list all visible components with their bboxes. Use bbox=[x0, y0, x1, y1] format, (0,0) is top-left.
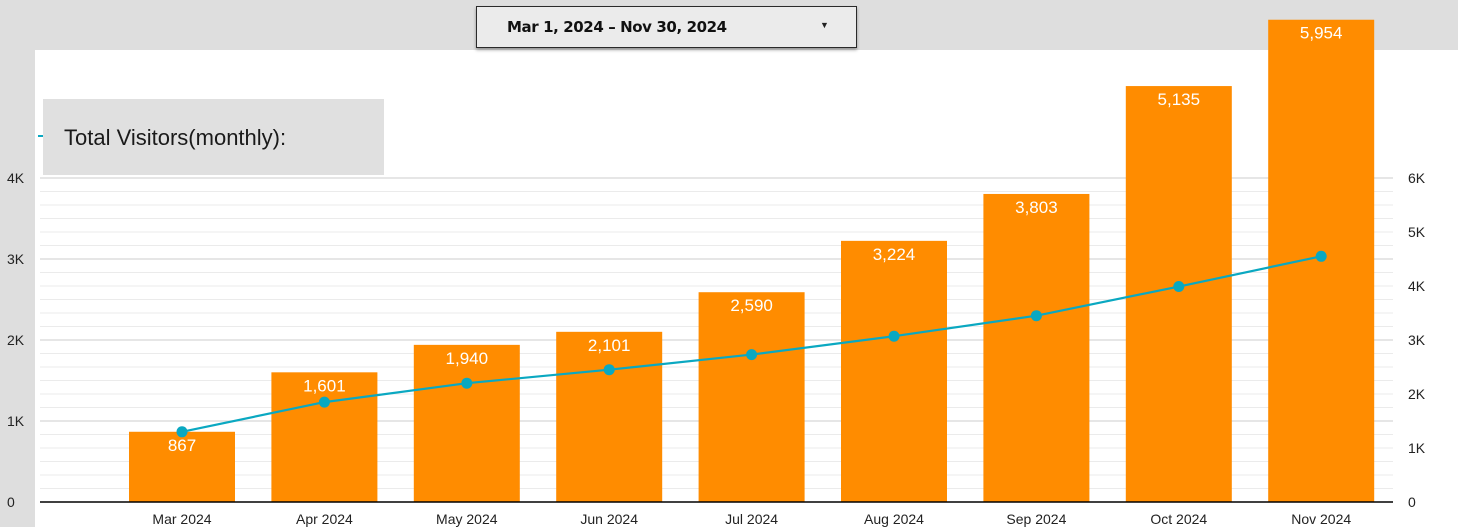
right-axis-tick-label: 4K bbox=[1408, 278, 1426, 294]
trend-point bbox=[603, 364, 615, 376]
right-axis-tick-label: 1K bbox=[1408, 440, 1426, 456]
chart-title: Total Visitors(monthly): bbox=[64, 125, 287, 150]
trend-point bbox=[1315, 250, 1327, 262]
right-axis-tick-label: 2K bbox=[1408, 386, 1426, 402]
x-axis-tick-label: May 2024 bbox=[436, 511, 498, 527]
right-axis-tick-label: 3K bbox=[1408, 332, 1426, 348]
bar bbox=[841, 240, 947, 502]
trend-point bbox=[888, 330, 900, 342]
left-axis-tick-label: 0 bbox=[7, 494, 15, 510]
bar-data-label: 1,601 bbox=[303, 376, 346, 395]
left-axis-tick-label: 4K bbox=[7, 170, 25, 186]
x-axis-tick-label: Oct 2024 bbox=[1150, 511, 1207, 527]
chart-title-box: Total Visitors(monthly): bbox=[43, 99, 384, 175]
left-axis-tick-label: 2K bbox=[7, 332, 25, 348]
bar-data-label: 1,940 bbox=[446, 349, 489, 368]
x-axis-tick-label: Nov 2024 bbox=[1291, 511, 1351, 527]
bar-data-label: 3,224 bbox=[873, 245, 916, 264]
trend-point bbox=[1173, 281, 1185, 293]
right-axis-tick-label: 0 bbox=[1408, 494, 1416, 510]
x-axis-tick-label: Sep 2024 bbox=[1006, 511, 1066, 527]
bar bbox=[983, 193, 1090, 502]
dropdown-caret-icon: ▼ bbox=[820, 20, 829, 30]
left-axis-tick-label: 3K bbox=[7, 251, 25, 267]
date-range-picker[interactable]: Mar 1, 2024 – Nov 30, 2024 ▼ bbox=[476, 6, 857, 48]
date-range-label: Mar 1, 2024 – Nov 30, 2024 bbox=[507, 18, 727, 36]
trend-point bbox=[746, 349, 758, 361]
trend-point bbox=[461, 377, 473, 389]
bar-data-label: 3,803 bbox=[1015, 198, 1058, 217]
trend-point bbox=[176, 426, 188, 438]
bar bbox=[413, 344, 520, 502]
x-axis-tick-label: Aug 2024 bbox=[864, 511, 924, 527]
x-axis-tick-label: Apr 2024 bbox=[296, 511, 353, 527]
x-axis-tick-label: Jul 2024 bbox=[725, 511, 778, 527]
bar bbox=[556, 331, 663, 502]
trend-point bbox=[318, 396, 330, 408]
bar-data-label: 5,954 bbox=[1300, 24, 1343, 43]
bar bbox=[698, 292, 805, 502]
x-axis-tick-label: Jun 2024 bbox=[580, 511, 638, 527]
trend-point bbox=[1030, 310, 1042, 322]
bar-data-label: 5,135 bbox=[1158, 90, 1201, 109]
left-axis-tick-label: 1K bbox=[7, 413, 25, 429]
bar-data-label: 2,590 bbox=[730, 296, 773, 315]
bar bbox=[271, 372, 378, 502]
bar-data-label: 2,101 bbox=[588, 336, 631, 355]
bar-data-label: 867 bbox=[168, 436, 196, 455]
x-axis-tick-label: Mar 2024 bbox=[152, 511, 211, 527]
legend-line-marker bbox=[38, 135, 43, 137]
right-axis-tick-label: 5K bbox=[1408, 224, 1426, 240]
bar bbox=[129, 431, 235, 502]
right-axis-tick-label: 6K bbox=[1408, 170, 1426, 186]
